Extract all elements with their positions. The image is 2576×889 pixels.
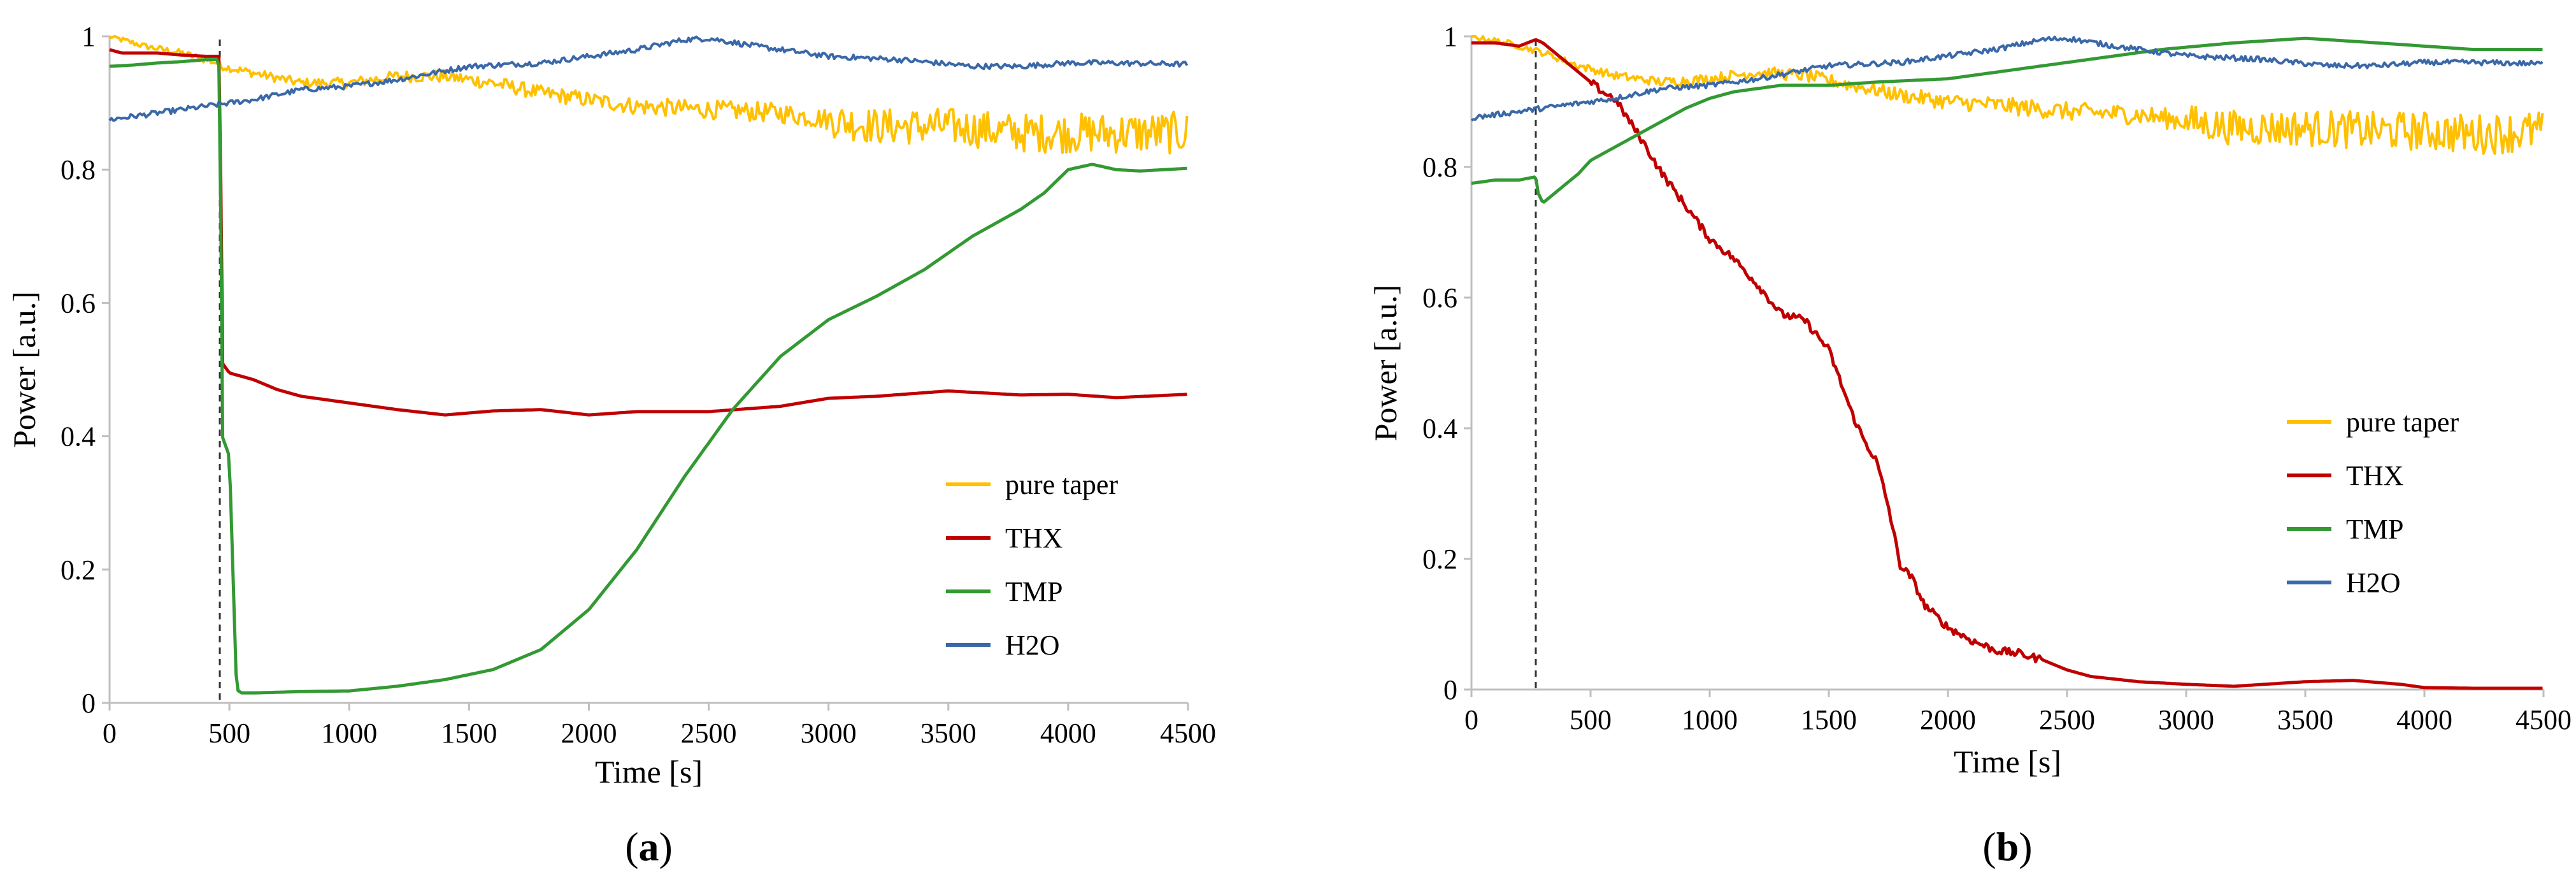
x-tick-label: 2500 (681, 718, 737, 749)
x-axis-label: Time [s] (1954, 744, 2061, 779)
series-line-tmp (109, 58, 1187, 695)
legend-label-h2o: H2O (2346, 567, 2401, 598)
series-line-thx (1471, 38, 2543, 690)
caption-paren-close: ) (2019, 824, 2032, 869)
x-tick-label: 4500 (2515, 704, 2572, 735)
y-tick-label: 0.6 (1422, 282, 1457, 314)
caption-paren-open: ( (625, 824, 638, 869)
series-line-h2o (1471, 35, 2544, 122)
x-tick-label: 1500 (441, 718, 497, 749)
y-tick-label: 1 (82, 21, 96, 52)
x-axis-label: Time [s] (595, 754, 703, 790)
legend-label-h2o: H2O (1005, 630, 1060, 661)
x-tick-label: 4000 (2396, 704, 2452, 735)
y-tick-label: 0.2 (61, 554, 96, 586)
x-tick-label: 3000 (2158, 704, 2214, 735)
series-line-pure-taper (1471, 35, 2544, 155)
legend-label-tmp: TMP (1005, 576, 1063, 607)
legend-label-pure-taper: pure taper (2346, 407, 2459, 438)
panel-caption: (a) (625, 824, 673, 869)
y-tick-label: 0.8 (61, 154, 96, 185)
caption-paren-close: ) (659, 824, 673, 869)
x-tick-label: 2500 (2039, 704, 2095, 735)
x-tick-label: 0 (103, 718, 117, 749)
caption-paren-open: ( (1982, 824, 1996, 869)
series-line-tmp (1471, 36, 2543, 204)
x-tick-label: 4500 (1160, 718, 1216, 749)
legend-label-tmp: TMP (2346, 514, 2403, 545)
y-tick-label: 0 (1443, 674, 1457, 705)
legend-label-thx: THX (1005, 523, 1063, 554)
caption-letter: a (639, 824, 659, 869)
x-tick-label: 3000 (801, 718, 857, 749)
x-tick-label: 3500 (920, 718, 977, 749)
y-tick-label: 0 (82, 688, 96, 719)
y-tick-label: 0.6 (61, 287, 96, 319)
panel-caption: (b) (1982, 824, 2032, 869)
x-tick-label: 2000 (1920, 704, 1976, 735)
y-tick-label: 1 (1443, 21, 1457, 52)
x-tick-label: 2000 (561, 718, 617, 749)
x-tick-label: 3500 (2277, 704, 2333, 735)
y-tick-label: 0.4 (61, 421, 96, 452)
legend-label-pure-taper: pure taper (1005, 469, 1118, 500)
x-tick-label: 4000 (1040, 718, 1096, 749)
x-tick-label: 0 (1464, 704, 1478, 735)
caption-letter: b (1996, 824, 2019, 869)
y-tick-label: 0.8 (1422, 152, 1457, 183)
y-tick-label: 0.2 (1422, 544, 1457, 575)
x-tick-label: 1000 (321, 718, 377, 749)
chart-panel-a: 0 0.2 0.4 0.6 0.8 1 0 500 1000 1500 2000 2500 3000 35… (6, 21, 1216, 869)
y-axis-label: Power [a.u.] (6, 291, 42, 448)
legend-label-thx: THX (2346, 460, 2403, 491)
series-line-h2o (108, 35, 1189, 122)
series-line-pure-taper (108, 35, 1189, 155)
series-line-thx (109, 48, 1187, 417)
x-tick-label: 1000 (1682, 704, 1738, 735)
y-axis-label: Power [a.u.] (1368, 285, 1403, 442)
chart-panel-b: 0 0.2 0.4 0.6 0.8 1 0 500 1000 1500 2000 2500 3000 35… (1368, 21, 2572, 869)
x-tick-label: 500 (208, 718, 250, 749)
y-tick-label: 0.4 (1422, 413, 1457, 444)
x-tick-label: 500 (1570, 704, 1612, 735)
x-tick-label: 1500 (1801, 704, 1857, 735)
